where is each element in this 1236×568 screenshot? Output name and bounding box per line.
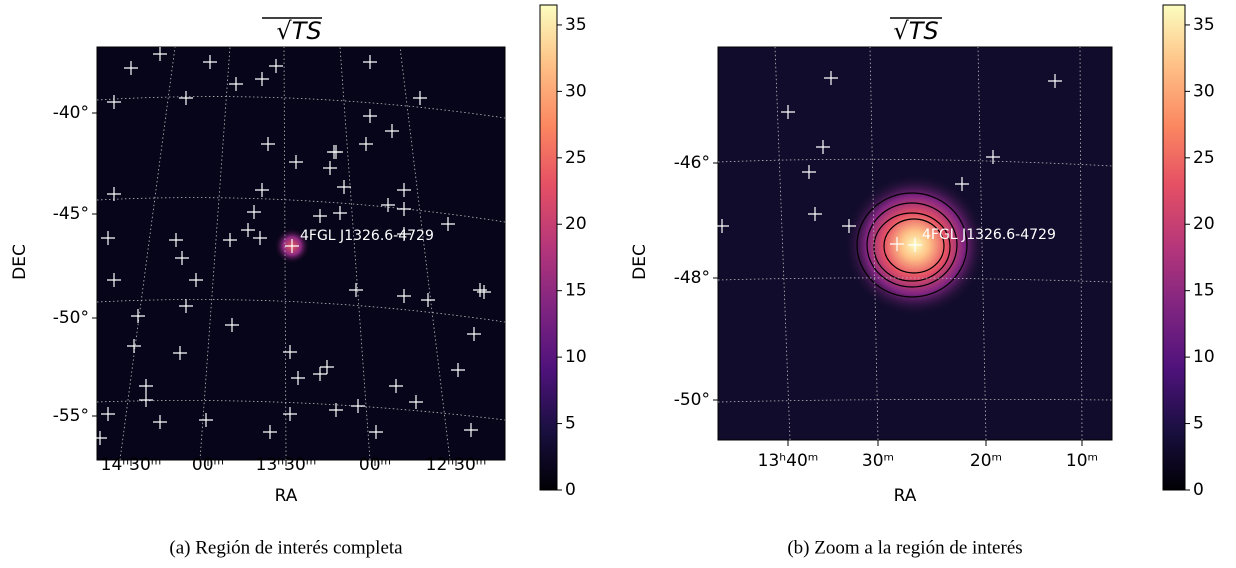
colorbar-tick-label: 15: [565, 281, 587, 301]
source-label: 4FGL J1326.6-4729: [300, 228, 434, 244]
y-tick-label: -55°: [53, 406, 89, 426]
y-tick-label: -50°: [674, 390, 710, 410]
colorbar-tick-label: 30: [565, 81, 587, 101]
colorbar-tick-label: 20: [1193, 214, 1215, 234]
colorbar-tick-label: 5: [565, 414, 576, 434]
panel-title: √TS: [276, 17, 321, 45]
x-tick-label: 00ᵐ: [192, 455, 224, 475]
colorbar-tick-label: 35: [565, 15, 587, 35]
colorbar-tick-label: 35: [1193, 15, 1215, 35]
y-axis-label: DEC: [630, 244, 650, 280]
colorbar: [540, 5, 557, 490]
x-tick-label: 20ᵐ: [970, 451, 1002, 471]
y-tick-label: -45°: [53, 204, 89, 224]
x-tick-label: 10ᵐ: [1066, 451, 1098, 471]
source-label: 4FGL J1326.6-4729: [922, 227, 1056, 243]
y-tick-label: -40°: [53, 103, 89, 123]
caption: (a) Región de interés completa: [169, 537, 403, 558]
x-tick-label: 00ᵐ: [359, 455, 391, 475]
y-tick-label: -48°: [674, 268, 710, 288]
x-axis-label: RA: [894, 486, 917, 506]
colorbar-tick-label: 0: [565, 480, 576, 500]
x-tick-label: 13ʰ40ᵐ: [758, 451, 819, 471]
panel-b: √TS 4FGL J1326.6-4729 13ʰ40ᵐ 30ᵐ 20ᵐ 10ᵐ -46° -…: [630, 5, 1215, 558]
colorbar-tick-label: 0: [1193, 480, 1204, 500]
y-tick-label: -46°: [674, 153, 710, 173]
y-axis-label: DEC: [10, 244, 30, 280]
colorbar-tick-label: 10: [1193, 347, 1215, 367]
panel-a: √TS 4FGL J1326.6-4729 14ʰ30ᵐ 00ᵐ 13ʰ30ᵐ 00ᵐ 12…: [10, 5, 587, 558]
colorbar-tick-label: 20: [565, 214, 587, 234]
x-tick-label: 12ʰ30ᵐ: [426, 455, 487, 475]
colorbar-tick-label: 5: [1193, 414, 1204, 434]
x-tick-label: 30ᵐ: [862, 451, 894, 471]
figure: √TS 4FGL J1326.6-4729 14ʰ30ᵐ 00ᵐ 13ʰ30ᵐ 00ᵐ 12…: [0, 0, 1236, 568]
panel-title: √TS: [893, 17, 938, 45]
x-tick-label: 14ʰ30ᵐ: [101, 455, 162, 475]
y-tick-label: -50°: [53, 308, 89, 328]
caption: (b) Zoom a la región de interés: [787, 537, 1022, 558]
x-axis-label: RA: [275, 486, 298, 506]
x-tick-label: 13ʰ30ᵐ: [256, 455, 317, 475]
colorbar-tick-label: 15: [1193, 281, 1215, 301]
colorbar-tick-label: 30: [1193, 81, 1215, 101]
colorbar-tick-label: 10: [565, 347, 587, 367]
colorbar: [1163, 5, 1185, 490]
colorbar-tick-label: 25: [1193, 148, 1215, 168]
colorbar-tick-label: 25: [565, 148, 587, 168]
